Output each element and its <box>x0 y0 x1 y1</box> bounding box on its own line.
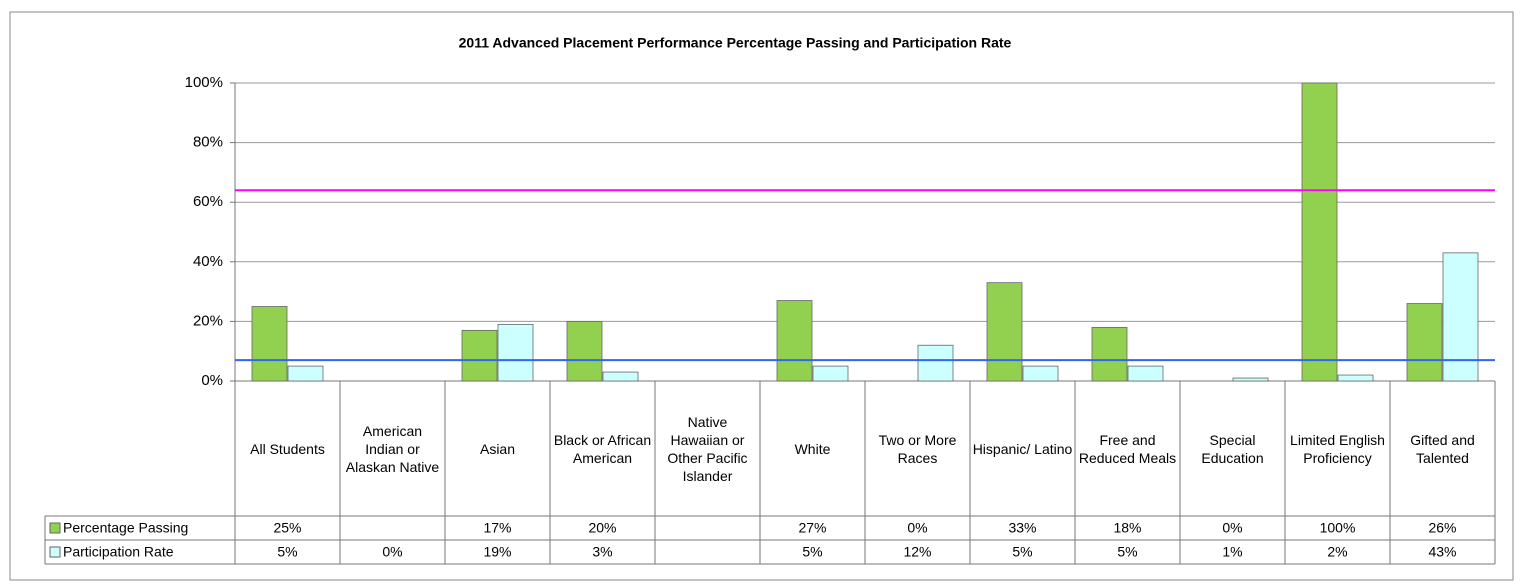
x-tick-label: Gifted and Talented <box>1410 431 1475 466</box>
table-value: 33% <box>1008 520 1036 536</box>
bar <box>1301 82 1338 382</box>
y-tick-label: 20% <box>193 312 223 329</box>
x-tick-label: Limited English Proficiency <box>1290 431 1385 466</box>
table-value: 17% <box>483 520 511 536</box>
chart-title: 2011 Advanced Placement Performance Perc… <box>459 35 1012 51</box>
chart-border <box>9 11 1514 581</box>
bar <box>1232 377 1269 382</box>
bar <box>776 300 813 382</box>
bar <box>812 365 849 382</box>
bar <box>1442 252 1479 382</box>
bar <box>1127 365 1164 382</box>
x-tick-label: Special Education <box>1201 431 1264 466</box>
bar <box>566 320 603 382</box>
x-category: American Indian or Alaskan Native <box>345 422 440 475</box>
bar <box>287 365 324 382</box>
x-category: Free and Reduced Meals <box>1078 431 1177 466</box>
table-value: 5% <box>277 544 297 560</box>
x-category: Native Hawaiian or Other Pacific Islande… <box>667 413 748 484</box>
bar <box>497 323 534 382</box>
table-value: 2% <box>1327 544 1347 560</box>
table-value: 0% <box>907 520 927 536</box>
bar <box>251 306 288 382</box>
table-value: 5% <box>1012 544 1032 560</box>
table-value: 19% <box>483 544 511 560</box>
y-tick-label: 60% <box>193 193 223 210</box>
x-category: Two or More Races <box>878 431 957 466</box>
table-value: 5% <box>1117 544 1137 560</box>
x-tick-label: Hispanic/ Latino <box>972 440 1073 457</box>
x-tick-label: American Indian or Alaskan Native <box>345 422 440 475</box>
bar <box>1337 374 1374 382</box>
x-category: Special Education <box>1201 431 1264 466</box>
x-tick-label: Asian <box>479 440 516 457</box>
legend-label: Participation Rate <box>63 544 174 560</box>
table-value: 0% <box>382 544 402 560</box>
x-category: Gifted and Talented <box>1410 431 1475 466</box>
table-value: 5% <box>802 544 822 560</box>
x-tick-label: All Students <box>250 440 325 457</box>
table-value: 43% <box>1428 544 1456 560</box>
x-tick-label: Free and Reduced Meals <box>1078 431 1177 466</box>
x-category: All Students <box>250 440 325 457</box>
y-tick-label: 0% <box>201 372 223 389</box>
table-value: 20% <box>588 520 616 536</box>
y-tick-label: 40% <box>193 253 223 270</box>
y-tick-label: 80% <box>193 134 223 151</box>
table-value: 12% <box>903 544 931 560</box>
x-category: Asian <box>479 440 516 457</box>
table-value: 100% <box>1320 520 1356 536</box>
table-value: 1% <box>1222 544 1242 560</box>
table-value: 26% <box>1428 520 1456 536</box>
bar <box>1022 365 1059 382</box>
bar <box>602 371 639 382</box>
x-category: Limited English Proficiency <box>1290 431 1385 466</box>
bar <box>1406 303 1443 382</box>
x-category: White <box>794 440 831 457</box>
x-tick-label: Black or African American <box>553 431 652 466</box>
x-tick-label: Two or More Races <box>878 431 957 466</box>
bar <box>917 344 954 382</box>
table-value: 0% <box>1222 520 1242 536</box>
legend-label: Percentage Passing <box>63 520 188 536</box>
table-value: 18% <box>1113 520 1141 536</box>
y-tick-label: 100% <box>185 74 223 91</box>
table-value: 3% <box>592 544 612 560</box>
x-category: Black or African American <box>553 431 652 466</box>
x-tick-label: White <box>794 440 831 457</box>
legend-swatch <box>49 546 61 558</box>
x-tick-label: Native Hawaiian or Other Pacific Islande… <box>667 413 748 484</box>
bar <box>1091 326 1128 382</box>
table-value: 25% <box>273 520 301 536</box>
bar <box>461 329 498 382</box>
table-value: 27% <box>798 520 826 536</box>
bar <box>986 282 1023 382</box>
x-category: Hispanic/ Latino <box>972 440 1073 457</box>
legend-swatch <box>49 522 61 534</box>
